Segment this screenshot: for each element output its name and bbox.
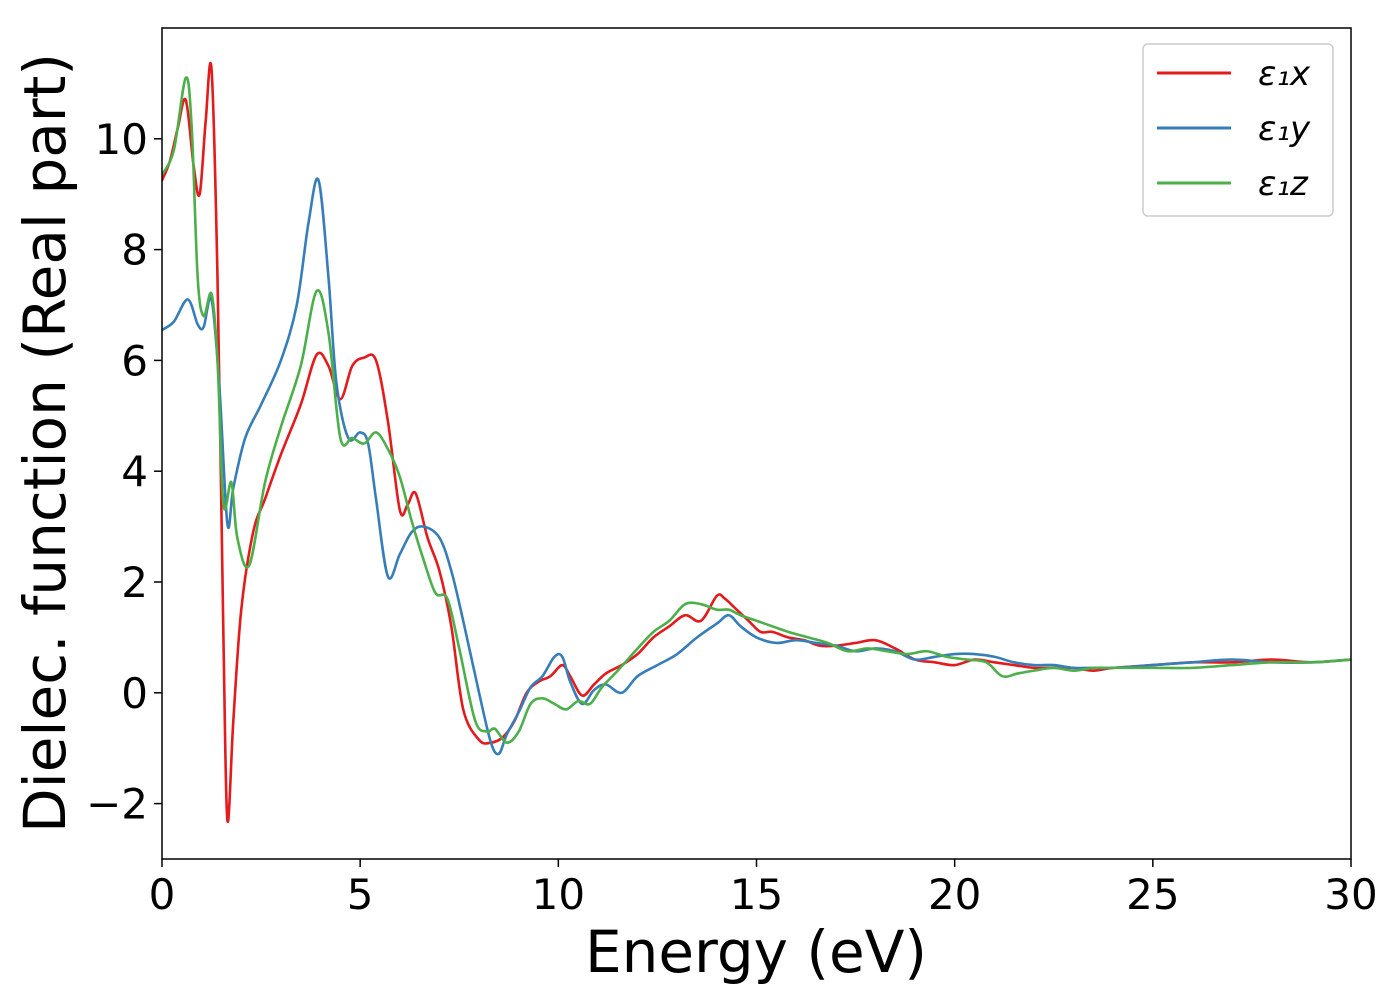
x-axis-label: Energy (eV) — [585, 918, 927, 986]
series-line-1 — [162, 61, 1351, 824]
y-tick-label: −2 — [86, 780, 148, 829]
x-axis: 0 5 10 15 20 25 30 — [149, 859, 1378, 919]
x-tick-label: 5 — [347, 870, 374, 919]
y-axis: −2 0 2 4 6 8 10 — [86, 115, 162, 829]
x-tick-label: 30 — [1324, 870, 1377, 919]
legend-entries: ε₁x ε₁y ε₁z — [1157, 54, 1311, 204]
y-tick-label: 0 — [121, 669, 148, 718]
series-line-2 — [162, 177, 1351, 756]
legend-label-2: ε₁y — [1258, 109, 1311, 149]
legend-label-1: ε₁x — [1258, 54, 1311, 94]
y-tick-label: 10 — [95, 115, 148, 164]
y-tick-label: 2 — [121, 558, 148, 607]
y-axis-label: Dielec. function (Real part) — [11, 53, 79, 833]
x-tick-label: 20 — [928, 870, 981, 919]
legend-box — [1142, 43, 1334, 217]
series-line-3 — [162, 76, 1351, 744]
y-tick-label: 4 — [121, 447, 148, 496]
y-tick-label: 8 — [121, 226, 148, 275]
x-tick-label: 0 — [149, 870, 176, 919]
series-layer — [162, 61, 1351, 824]
legend: ε₁x ε₁y ε₁z — [1142, 43, 1334, 217]
x-tick-label: 10 — [532, 870, 585, 919]
x-tick-label: 25 — [1126, 870, 1179, 919]
x-tick-label: 15 — [730, 870, 783, 919]
y-tick-label: 6 — [121, 336, 148, 385]
legend-label-3: ε₁z — [1258, 164, 1309, 204]
